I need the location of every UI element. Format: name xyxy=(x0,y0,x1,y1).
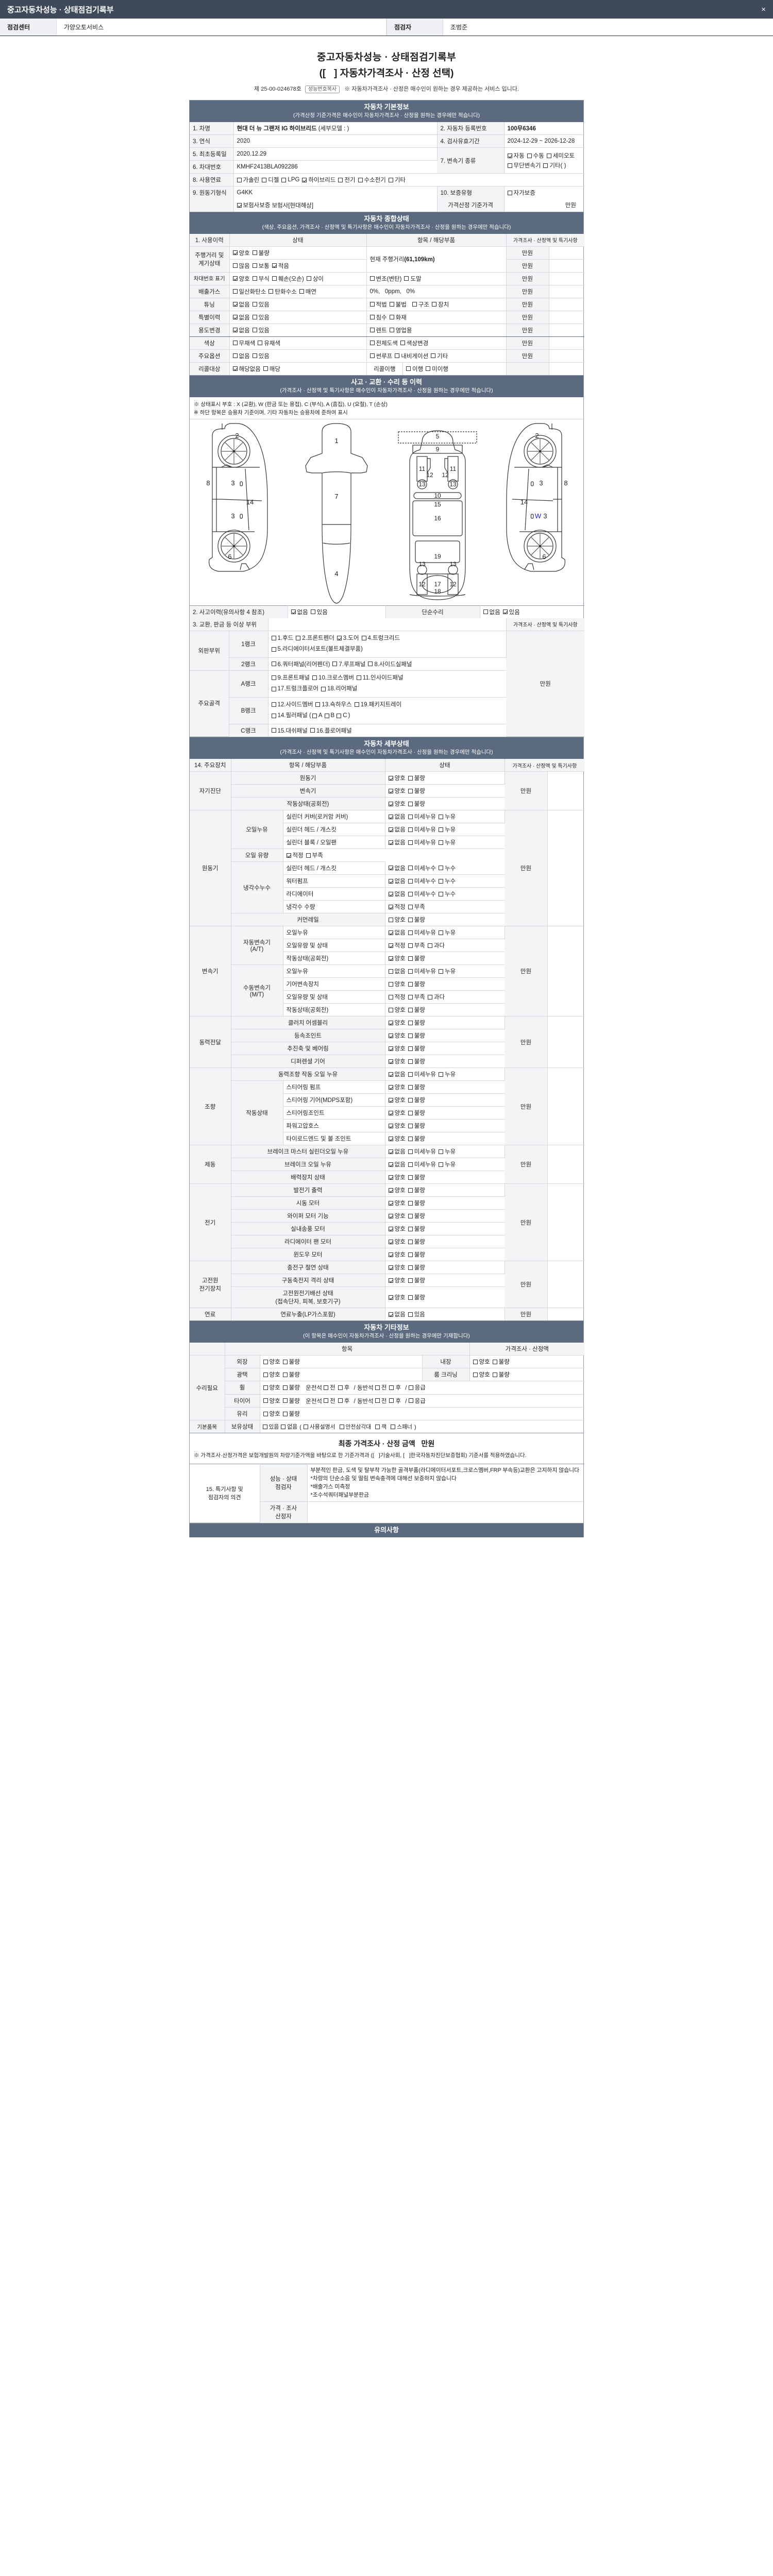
svg-text:17: 17 xyxy=(434,581,442,588)
svg-text:2: 2 xyxy=(535,432,539,439)
svg-text:8: 8 xyxy=(206,479,210,487)
svg-text:19: 19 xyxy=(434,553,442,560)
svg-text:6: 6 xyxy=(228,553,231,561)
svg-text:4: 4 xyxy=(334,570,338,578)
svg-text:7: 7 xyxy=(334,493,338,500)
svg-text:W: W xyxy=(535,512,542,520)
svg-text:12: 12 xyxy=(442,471,449,479)
svg-text:3: 3 xyxy=(539,479,543,487)
svg-text:1: 1 xyxy=(334,437,338,445)
svg-text:13: 13 xyxy=(419,561,426,568)
svg-text:18: 18 xyxy=(434,588,442,595)
svg-text:11: 11 xyxy=(450,465,457,472)
svg-text:13: 13 xyxy=(419,481,426,488)
svg-text:8: 8 xyxy=(564,479,567,487)
svg-text:15: 15 xyxy=(434,501,442,508)
svg-text:14: 14 xyxy=(246,498,254,506)
svg-text:12: 12 xyxy=(419,581,426,588)
svg-text:11: 11 xyxy=(419,465,426,472)
svg-text:9: 9 xyxy=(436,446,440,453)
svg-text:5: 5 xyxy=(436,433,440,440)
svg-text:3: 3 xyxy=(543,512,547,520)
svg-text:6: 6 xyxy=(542,553,546,561)
svg-text:12: 12 xyxy=(450,581,457,588)
svg-text:16: 16 xyxy=(434,515,442,522)
svg-text:2: 2 xyxy=(235,432,239,439)
svg-text:14: 14 xyxy=(520,498,528,506)
svg-text:12: 12 xyxy=(427,471,434,479)
svg-text:13: 13 xyxy=(450,561,457,568)
svg-text:13: 13 xyxy=(450,481,457,488)
svg-text:3: 3 xyxy=(231,479,234,487)
svg-text:3: 3 xyxy=(231,512,234,520)
svg-text:10: 10 xyxy=(434,492,442,499)
